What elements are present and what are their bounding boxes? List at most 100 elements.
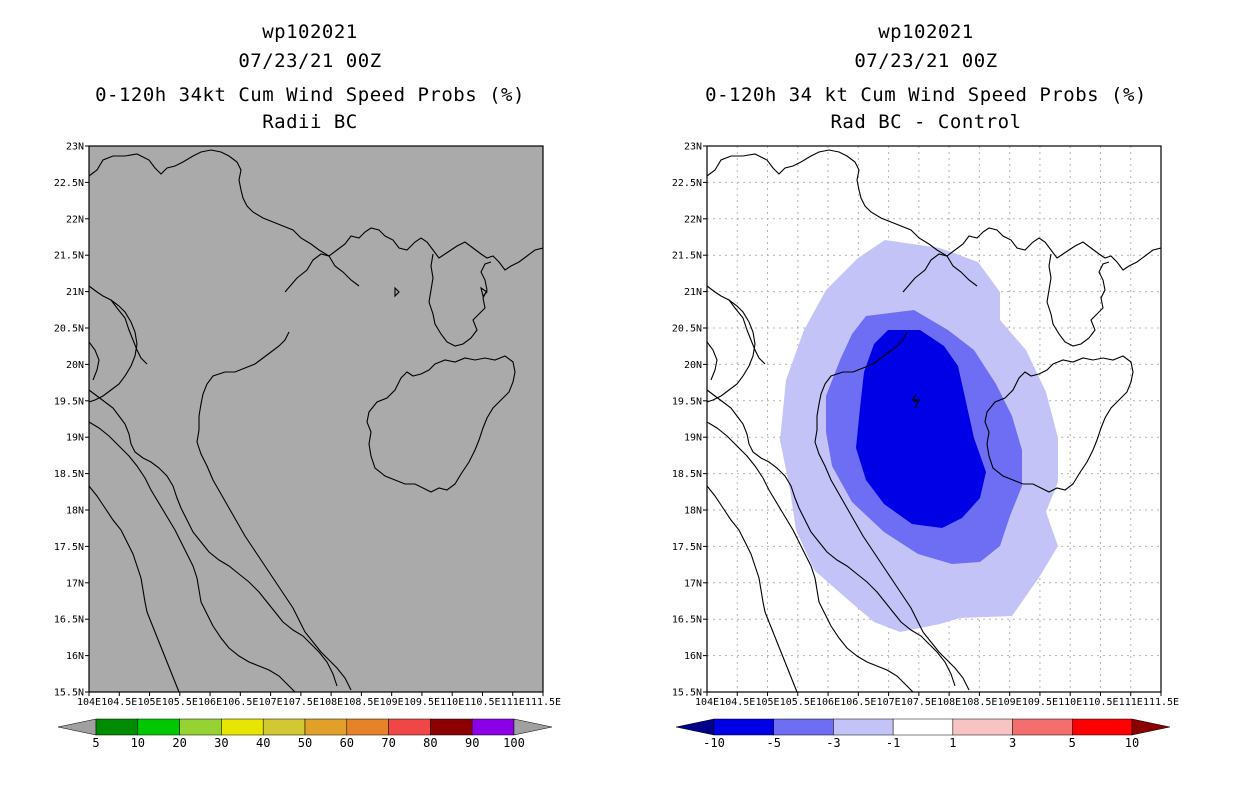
left-colorbar-swatch [179, 718, 222, 736]
right-colorbar-swatch [952, 718, 1013, 736]
left-colorbar-swatch [262, 718, 306, 736]
right-colorbar-swatch [892, 718, 954, 736]
left-lon-label: 107E [259, 697, 283, 708]
left-lon-label: 104.5E [101, 697, 137, 708]
right-lat-label: 21N [684, 287, 702, 298]
left-lon-axis: 104E 104.5E 105E 105.5E 106E 106.5E 107E 107.5E… [77, 692, 561, 708]
right-lon-axis: 104E 104.5E 105E 105.5E 106E 106.5E 107E 107.5E… [695, 692, 1179, 708]
right-colorbar-swatch [833, 718, 894, 736]
right-lon-label: 110.5E [1082, 697, 1118, 708]
right-coastlines [707, 149, 1161, 692]
right-colorbar-high-arrow [1131, 718, 1171, 736]
left-lat-label: 16N [66, 651, 84, 662]
left-lat-label: 18.5N [54, 469, 84, 480]
right-colorbar-label: 3 [1009, 736, 1016, 750]
left-lon-label: 111.5E [525, 697, 561, 708]
left-colorbar-label: 100 [503, 736, 525, 750]
left-title-subtitle: Radii BC [262, 111, 358, 133]
left-lon-label: 109E [380, 697, 404, 708]
right-colorbar-label: 10 [1125, 736, 1139, 750]
left-lon-label: 104E [77, 697, 101, 708]
right-lon-label: 107.5E [901, 697, 937, 708]
right-lon-label: 105E [755, 697, 779, 708]
left-title-storm-id: wp102021 [262, 21, 358, 43]
left-lat-label: 19.5N [54, 396, 84, 407]
left-colorbar-label: 90 [465, 736, 479, 750]
left-lat-label: 17N [66, 578, 84, 589]
right-colorbar-swatch [713, 718, 774, 736]
left-colorbar-swatch [388, 718, 431, 736]
left-colorbar-label: 10 [131, 736, 145, 750]
right-lat-label: 17N [684, 578, 702, 589]
right-lat-label: 16N [684, 651, 702, 662]
right-colorbar-swatch [773, 718, 834, 736]
right-lat-label: 23N [684, 142, 702, 153]
left-colorbar-swatch [95, 718, 139, 736]
left-lat-axis: 23N 22.5N 22N 21.5N 21N 20.5N 20N 19.5N 19N 18.5N… [54, 142, 89, 699]
left-lon-label: 108.5E [343, 697, 379, 708]
left-map-frame [88, 145, 544, 693]
right-colorbar-swatch [1072, 718, 1133, 736]
right-lon-label: 111E [1119, 697, 1143, 708]
right-lon-label: 108E [937, 697, 961, 708]
right-title-datetime: 07/23/21 00Z [854, 50, 998, 72]
left-lat-label: 22N [66, 214, 84, 225]
left-colorbar-high-arrow [513, 718, 553, 736]
right-colorbar-swatch [1012, 718, 1073, 736]
right-lat-label: 19N [684, 433, 702, 444]
right-lat-label: 21.5N [672, 251, 702, 262]
left-lon-label: 109.5E [404, 697, 440, 708]
right-lon-label: 108.5E [961, 697, 997, 708]
right-colorbar: -10 -5 -3 -1 1 3 5 10 [675, 718, 1171, 750]
right-title-product: 0-120h 34 kt Cum Wind Speed Probs (%) [705, 84, 1147, 106]
right-lat-label: 17.5N [672, 542, 702, 553]
right-colorbar-label: 5 [1069, 736, 1076, 750]
left-lat-label: 15.5N [54, 688, 84, 699]
right-map-gridlines [707, 146, 1161, 692]
left-lat-label: 19N [66, 433, 84, 444]
left-title: wp102021 07/23/21 00Z 0-120h 34kt Cum Wi… [60, 18, 560, 137]
left-colorbar-swatch [430, 718, 473, 736]
right-lat-label: 22N [684, 214, 702, 225]
right-lon-label: 105.5E [780, 697, 816, 708]
left-lon-label: 106.5E [222, 697, 258, 708]
left-map-background [89, 146, 543, 692]
left-lat-label: 21.5N [54, 251, 84, 262]
right-colorbar-low-arrow [675, 718, 715, 736]
right-lat-label: 15.5N [672, 688, 702, 699]
right-lat-label: 18.5N [672, 469, 702, 480]
left-colorbar-label: 30 [214, 736, 228, 750]
right-lat-label: 19.5N [672, 396, 702, 407]
right-colorbar-label: 1 [949, 736, 956, 750]
left-colorbar-label: 70 [381, 736, 395, 750]
left-colorbar: 5 10 20 30 40 50 60 70 80 90 100 [57, 718, 553, 750]
left-map: 23N 22.5N 22N 21.5N 21N 20.5N 20N 19.5N 19N 18.5N… [54, 142, 561, 709]
left-lon-label: 110.5E [464, 697, 500, 708]
left-lat-label: 20.5N [54, 324, 84, 335]
right-title: wp102021 07/23/21 00Z 0-120h 34 kt Cum W… [676, 18, 1176, 137]
left-title-datetime: 07/23/21 00Z [238, 50, 382, 72]
right-lon-label: 109E [998, 697, 1022, 708]
right-lon-label: 107E [877, 697, 901, 708]
right-title-storm-id: wp102021 [878, 21, 974, 43]
right-colorbar-label: -3 [826, 736, 840, 750]
right-colorbar-label: -1 [886, 736, 900, 750]
right-lat-axis: 23N 22.5N 22N 21.5N 21N 20.5N 20N 19.5N 19N 18.5N… [672, 142, 707, 699]
left-colorbar-label: 50 [298, 736, 312, 750]
left-lat-label: 23N [66, 142, 84, 153]
right-lon-label: 109.5E [1022, 697, 1058, 708]
left-lon-label: 111E [501, 697, 525, 708]
left-lon-label: 107.5E [283, 697, 319, 708]
left-lat-label: 18N [66, 506, 84, 517]
right-lon-label: 106.5E [840, 697, 876, 708]
left-colorbar-label: 5 [92, 736, 99, 750]
left-colorbar-label: 20 [172, 736, 186, 750]
left-colorbar-swatch [221, 718, 264, 736]
right-lat-label: 22.5N [672, 178, 702, 189]
right-title-subtitle: Rad BC - Control [830, 111, 1022, 133]
left-lon-label: 110E [440, 697, 464, 708]
left-lon-label: 105E [137, 697, 161, 708]
right-lat-label: 18N [684, 506, 702, 517]
left-colorbar-label: 60 [340, 736, 354, 750]
